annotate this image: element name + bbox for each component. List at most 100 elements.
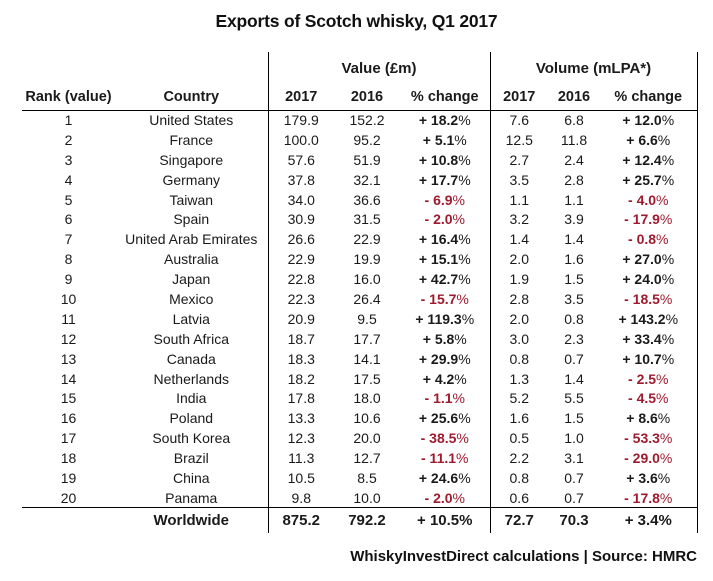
volume-2016-cell: 1.0 bbox=[564, 430, 584, 447]
volume-2016-cell: 0.7 bbox=[564, 469, 584, 486]
volume-2017-cell: 12.5 bbox=[489, 129, 548, 150]
table-row: 20 Panama 9.8 10.0 - 2.0% 0.6 0.7 - 17.8% bbox=[22, 487, 698, 508]
value-2016-cell: 26.4 bbox=[353, 290, 381, 307]
total-country-cell: Worldwide bbox=[115, 507, 268, 533]
value-change-cell: + 24.6% bbox=[418, 469, 471, 486]
value-2017-cell: 18.7 bbox=[267, 328, 334, 349]
rank-cell: 3 bbox=[64, 151, 73, 168]
total-volume-2016-cell: 70.3 bbox=[548, 507, 600, 533]
rank-cell: 5 bbox=[64, 191, 73, 208]
value-2016-cell: 36.6 bbox=[353, 191, 381, 208]
country-cell: Australia bbox=[164, 251, 219, 268]
rank-cell: 16 bbox=[60, 410, 77, 427]
value-2016-cell: 9.5 bbox=[357, 310, 377, 327]
table-row: 4 Germany 37.8 32.1 + 17.7% 3.5 2.8 + 25.7% bbox=[22, 169, 698, 190]
table-row: 3 Singapore 57.6 51.9 + 10.8% 2.7 2.4 + 12.4% bbox=[22, 149, 698, 170]
volume-2017-cell: 2.0 bbox=[489, 308, 548, 329]
col-header-country: Country bbox=[115, 84, 268, 111]
value-2016-cell: 12.7 bbox=[353, 450, 381, 467]
volume-2016-cell: 2.8 bbox=[564, 171, 584, 188]
group-header-row: Value (£m) Volume (mLPA*) bbox=[22, 52, 698, 84]
value-change-cell: + 42.7% bbox=[418, 271, 471, 288]
source-note: WhiskyInvestDirect calculations | Source… bbox=[350, 548, 697, 565]
value-2017-cell: 13.3 bbox=[267, 408, 334, 429]
table-row: 16 Poland 13.3 10.6 + 25.6% 1.6 1.5 + 8.6% bbox=[22, 408, 698, 429]
table-row: 1 United States 179.9 152.2 + 18.2% 7.6 6.8 + 1… bbox=[22, 110, 698, 130]
value-2016-cell: 18.0 bbox=[353, 390, 381, 407]
rank-cell: 14 bbox=[60, 370, 77, 387]
column-header-row: Rank (value) Country 2017 2016 % change … bbox=[22, 84, 698, 111]
value-change-cell: - 15.7% bbox=[420, 290, 469, 307]
group-header-spacer bbox=[22, 52, 268, 84]
table-row: 15 India 17.8 18.0 - 1.1% 5.2 5.5 - 4.5% bbox=[22, 388, 698, 409]
table-row: 9 Japan 22.8 16.0 + 42.7% 1.9 1.5 + 24.0% bbox=[22, 269, 698, 290]
volume-2016-cell: 3.9 bbox=[564, 211, 584, 228]
volume-2016-cell: 3.1 bbox=[564, 450, 584, 467]
volume-change-cell: - 4.5% bbox=[600, 388, 698, 409]
value-2017-cell: 20.9 bbox=[267, 308, 334, 329]
value-2017-cell: 12.3 bbox=[267, 428, 334, 449]
total-volume-2017-cell: 72.7 bbox=[489, 507, 548, 533]
value-2017-cell: 57.6 bbox=[267, 149, 334, 170]
volume-change-cell: - 0.8% bbox=[600, 229, 698, 250]
value-2016-cell: 10.6 bbox=[353, 410, 381, 427]
country-cell: Taiwan bbox=[169, 191, 214, 208]
volume-change-cell: + 143.2% bbox=[600, 308, 698, 329]
rank-cell: 2 bbox=[64, 131, 73, 148]
value-2017-cell: 22.9 bbox=[267, 249, 334, 270]
value-change-cell: + 10.8% bbox=[418, 151, 471, 168]
table-row: 13 Canada 18.3 14.1 + 29.9% 0.8 0.7 + 10.7% bbox=[22, 348, 698, 369]
table-header: Value (£m) Volume (mLPA*) Rank (value) C… bbox=[22, 52, 698, 111]
volume-change-cell: - 29.0% bbox=[600, 448, 698, 469]
value-2017-cell: 11.3 bbox=[267, 448, 334, 469]
value-2016-cell: 152.2 bbox=[349, 112, 385, 129]
value-change-cell: + 29.9% bbox=[418, 350, 471, 367]
country-cell: India bbox=[176, 390, 207, 407]
country-cell: Japan bbox=[172, 271, 211, 288]
volume-change-cell: + 24.0% bbox=[600, 269, 698, 290]
country-cell: South Africa bbox=[153, 330, 230, 347]
volume-2017-cell: 2.2 bbox=[489, 448, 548, 469]
volume-2017-cell: 2.7 bbox=[489, 149, 548, 170]
volume-change-cell: + 27.0% bbox=[600, 249, 698, 270]
value-2017-cell: 100.0 bbox=[267, 129, 334, 150]
value-change-cell: + 15.1% bbox=[418, 251, 471, 268]
value-2016-cell: 51.9 bbox=[353, 151, 381, 168]
value-2016-cell: 17.7 bbox=[353, 330, 381, 347]
rank-cell: 13 bbox=[60, 350, 77, 367]
value-change-cell: + 5.1% bbox=[422, 131, 467, 148]
table-row: 12 South Africa 18.7 17.7 + 5.8% 3.0 2.3 + 33.4… bbox=[22, 328, 698, 349]
country-cell: Canada bbox=[166, 350, 216, 367]
volume-change-cell: - 18.5% bbox=[600, 289, 698, 309]
volume-2017-cell: 1.3 bbox=[489, 368, 548, 389]
volume-change-cell: + 10.7% bbox=[600, 348, 698, 369]
country-cell: Netherlands bbox=[153, 370, 230, 387]
exports-table: Value (£m) Volume (mLPA*) Rank (value) C… bbox=[22, 52, 698, 533]
country-cell: Singapore bbox=[159, 151, 224, 168]
volume-2016-cell: 11.8 bbox=[560, 131, 588, 148]
volume-2017-cell: 0.8 bbox=[489, 468, 548, 488]
volume-2016-cell: 2.3 bbox=[564, 330, 584, 347]
volume-2017-cell: 2.8 bbox=[489, 289, 548, 309]
rank-cell: 8 bbox=[64, 251, 73, 268]
value-change-cell: - 38.5% bbox=[420, 430, 469, 447]
volume-2017-cell: 1.9 bbox=[489, 269, 548, 290]
table-row: 11 Latvia 20.9 9.5 + 119.3% 2.0 0.8 + 143.2% bbox=[22, 308, 698, 329]
volume-2017-cell: 2.0 bbox=[489, 249, 548, 270]
value-change-cell: + 5.8% bbox=[422, 330, 467, 347]
volume-2016-cell: 6.8 bbox=[564, 112, 584, 129]
country-cell: Poland bbox=[169, 410, 214, 427]
table-row: 7 United Arab Emirates 26.6 22.9 + 16.4% 1.4 1… bbox=[22, 229, 698, 250]
col-header-volume-change: % change bbox=[600, 84, 698, 111]
col-header-volume-2017: 2017 bbox=[489, 84, 548, 111]
table-row: 14 Netherlands 18.2 17.5 + 4.2% 1.3 1.4 - 2.5% bbox=[22, 368, 698, 389]
volume-2017-cell: 3.5 bbox=[489, 169, 548, 190]
volume-change-cell: - 2.5% bbox=[600, 368, 698, 389]
rank-cell: 4 bbox=[64, 171, 73, 188]
volume-2017-cell: 7.6 bbox=[489, 110, 548, 130]
rank-cell: 6 bbox=[64, 211, 73, 228]
value-2017-cell: 22.3 bbox=[267, 289, 334, 309]
table-row: 8 Australia 22.9 19.9 + 15.1% 2.0 1.6 + 27.0% bbox=[22, 249, 698, 270]
volume-2016-cell: 1.5 bbox=[564, 410, 584, 427]
rank-cell: 11 bbox=[61, 310, 76, 327]
